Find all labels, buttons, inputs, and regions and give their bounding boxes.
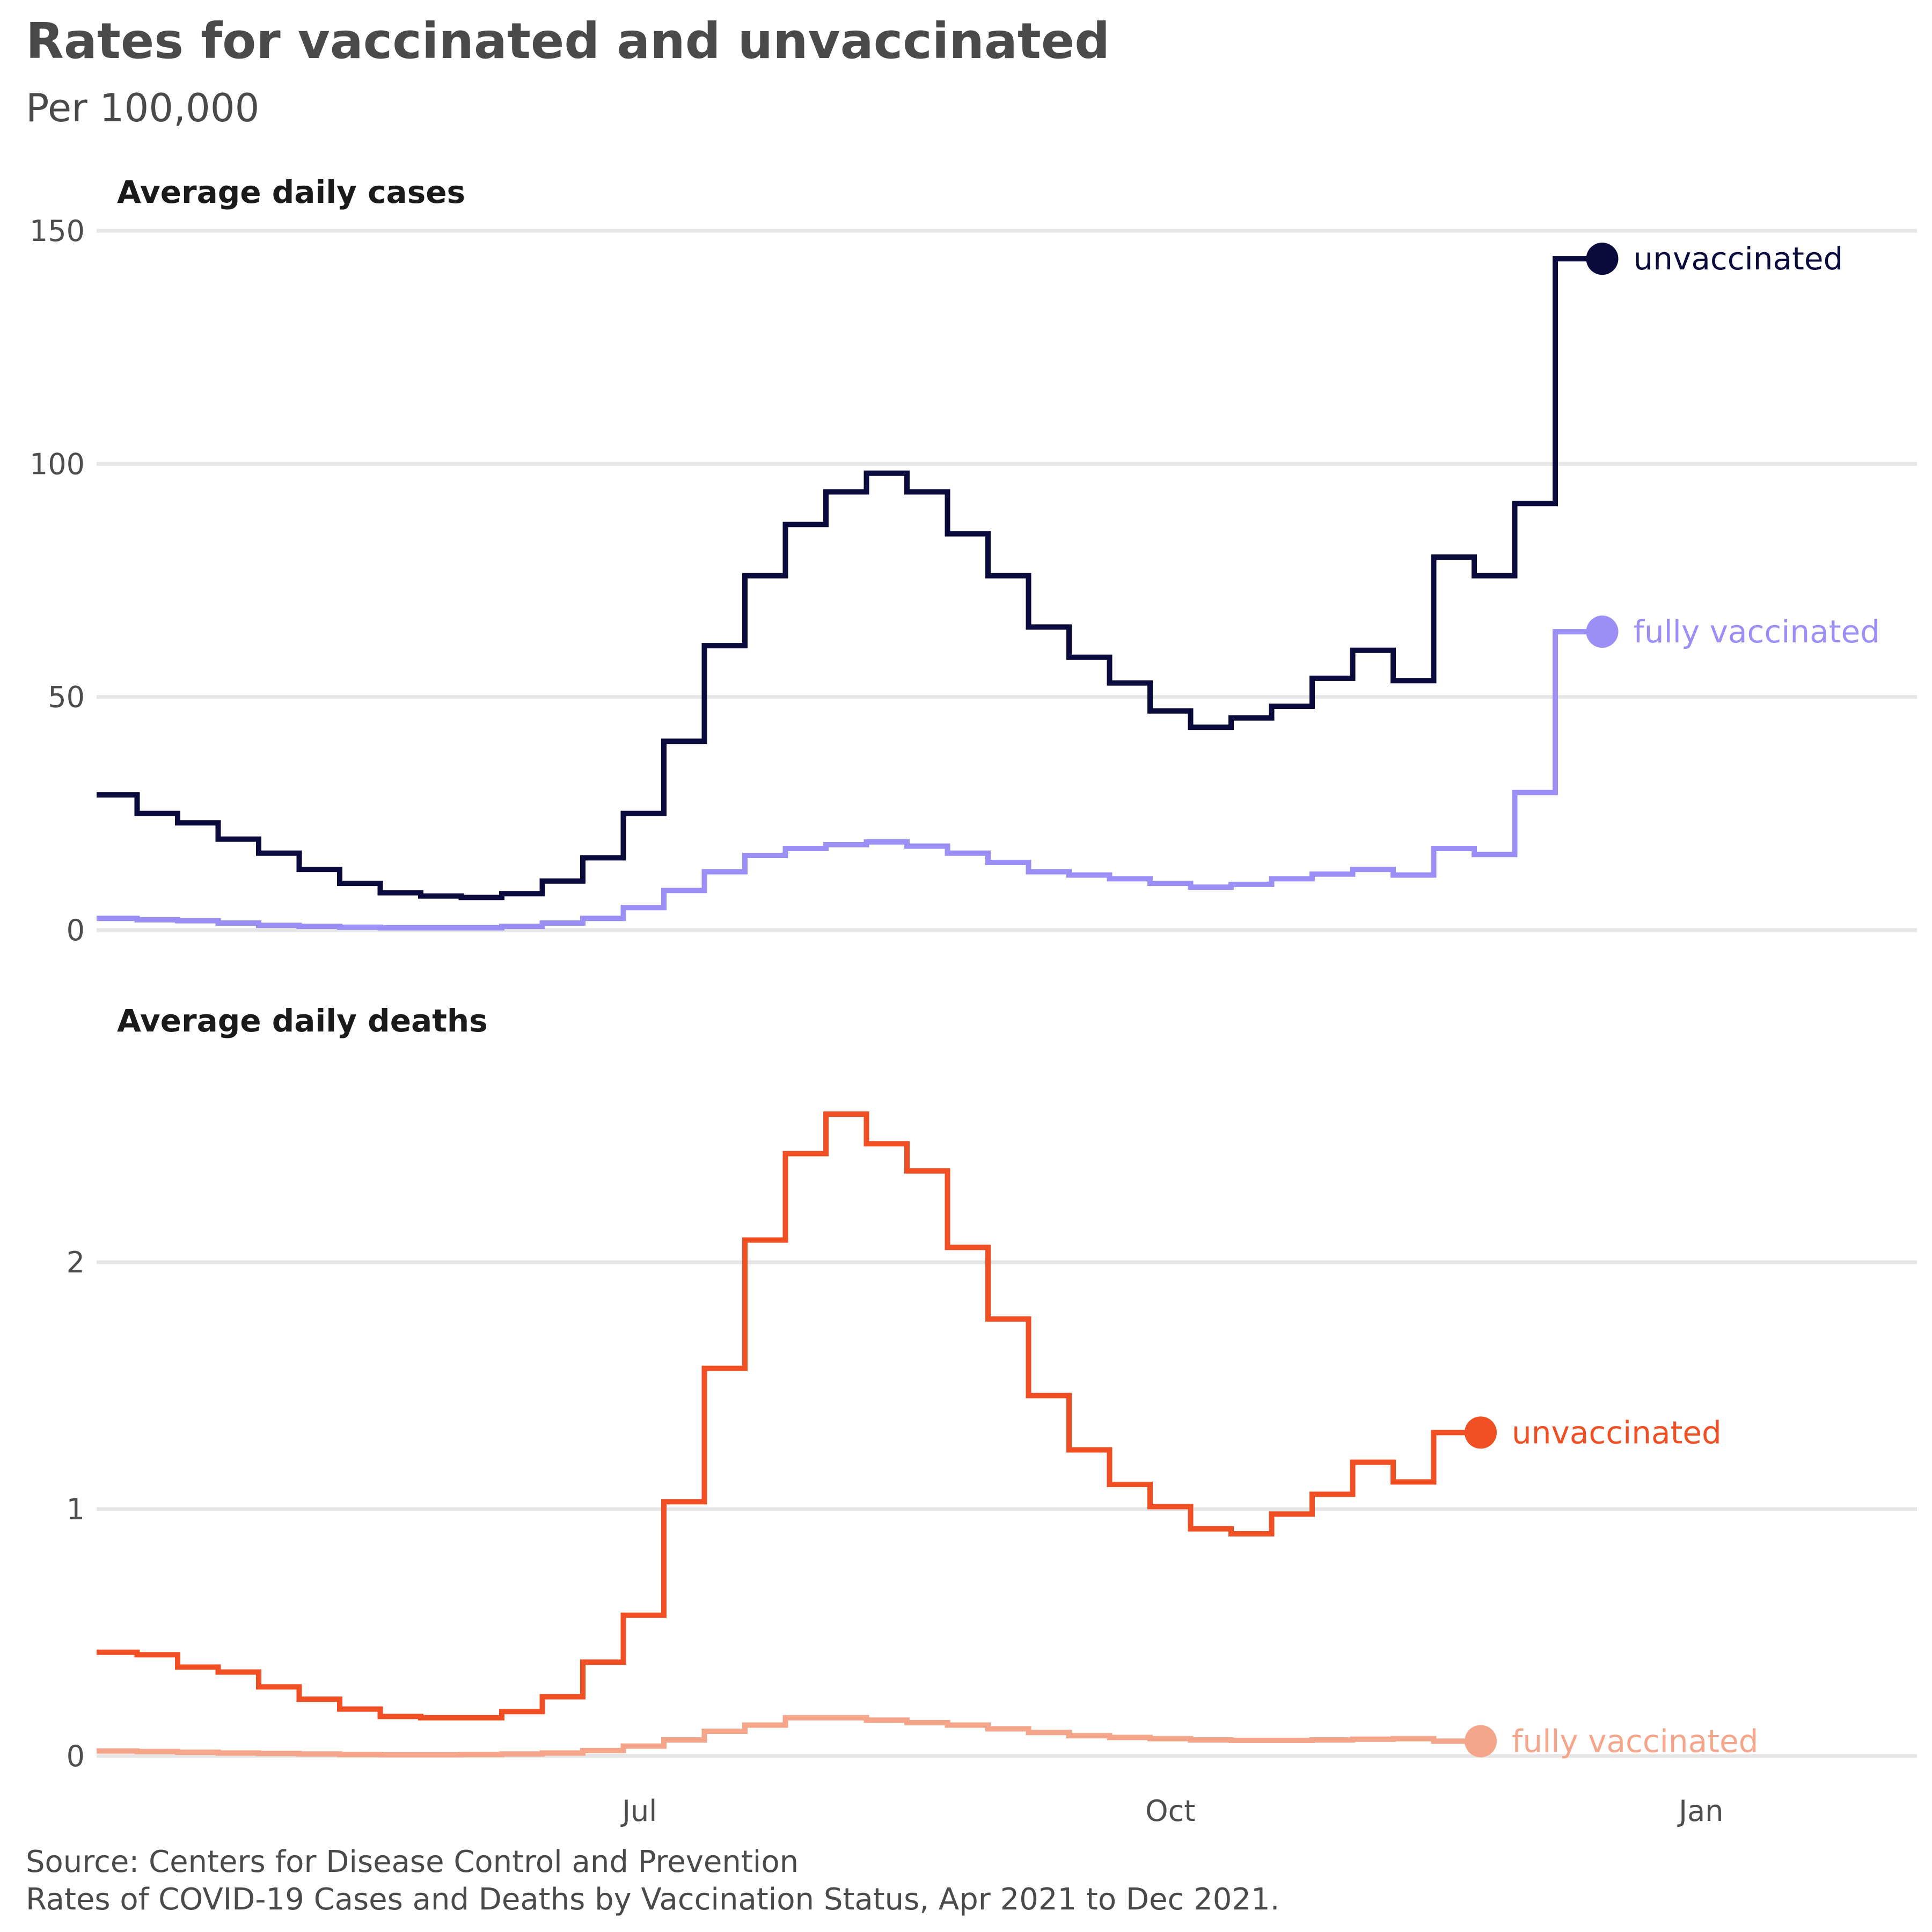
average-daily-cases-y-tick-label: 100	[30, 447, 85, 481]
average-daily-deaths-unvaccinated-line	[97, 1111, 1474, 1721]
average-daily-cases-fully-vaccinated-end-point	[1586, 616, 1619, 648]
source-line-2: Rates of COVID-19 Cases and Deaths by Va…	[26, 1882, 1279, 1917]
deaths-panel: Average daily deaths 0 1 2 unvaccinated fully…	[67, 1002, 1917, 1773]
x-tick-label-oct: Oct	[1145, 1794, 1195, 1828]
average-daily-cases-unvaccinated-label: unvaccinated	[1634, 240, 1843, 277]
chart-subtitle: Per 100,000	[26, 85, 259, 130]
average-daily-deaths-fully-vaccinated-line	[97, 1715, 1474, 1758]
x-tick-label-jul: Jul	[620, 1794, 657, 1828]
average-daily-cases-title: Average daily cases	[117, 174, 465, 210]
average-daily-deaths-y-tick-label: 1	[67, 1492, 85, 1526]
average-daily-cases-unvaccinated-end-point	[1586, 243, 1619, 275]
average-daily-cases-fully-vaccinated-line	[97, 629, 1596, 931]
x-axis: Jul Oct Jan	[620, 1794, 1723, 1828]
average-daily-cases-fully-vaccinated-label: fully vaccinated	[1634, 613, 1880, 650]
average-daily-deaths-unvaccinated-label: unvaccinated	[1512, 1414, 1722, 1451]
average-daily-cases-y-tick-label: 0	[67, 913, 85, 947]
x-tick-label-jan: Jan	[1677, 1794, 1723, 1828]
source-line-1: Source: Centers for Disease Control and …	[26, 1845, 799, 1879]
average-daily-cases-y-tick-label: 150	[30, 214, 85, 248]
average-daily-deaths-fully-vaccinated-end-point	[1465, 1725, 1497, 1758]
average-daily-deaths-y-tick-label: 0	[67, 1739, 85, 1773]
average-daily-deaths-unvaccinated-end-point	[1465, 1416, 1497, 1449]
average-daily-cases-y-tick-label: 50	[48, 680, 85, 714]
average-daily-deaths-y-tick-label: 2	[67, 1246, 85, 1279]
average-daily-deaths-title: Average daily deaths	[117, 1002, 488, 1039]
average-daily-deaths-fully-vaccinated-label: fully vaccinated	[1512, 1723, 1758, 1759]
chart-title: Rates for vaccinated and unvaccinated	[26, 12, 1110, 70]
cases-panel: Average daily cases 0 50 100 150 unvaccinated…	[30, 174, 1917, 947]
average-daily-cases-unvaccinated-line	[97, 256, 1596, 901]
